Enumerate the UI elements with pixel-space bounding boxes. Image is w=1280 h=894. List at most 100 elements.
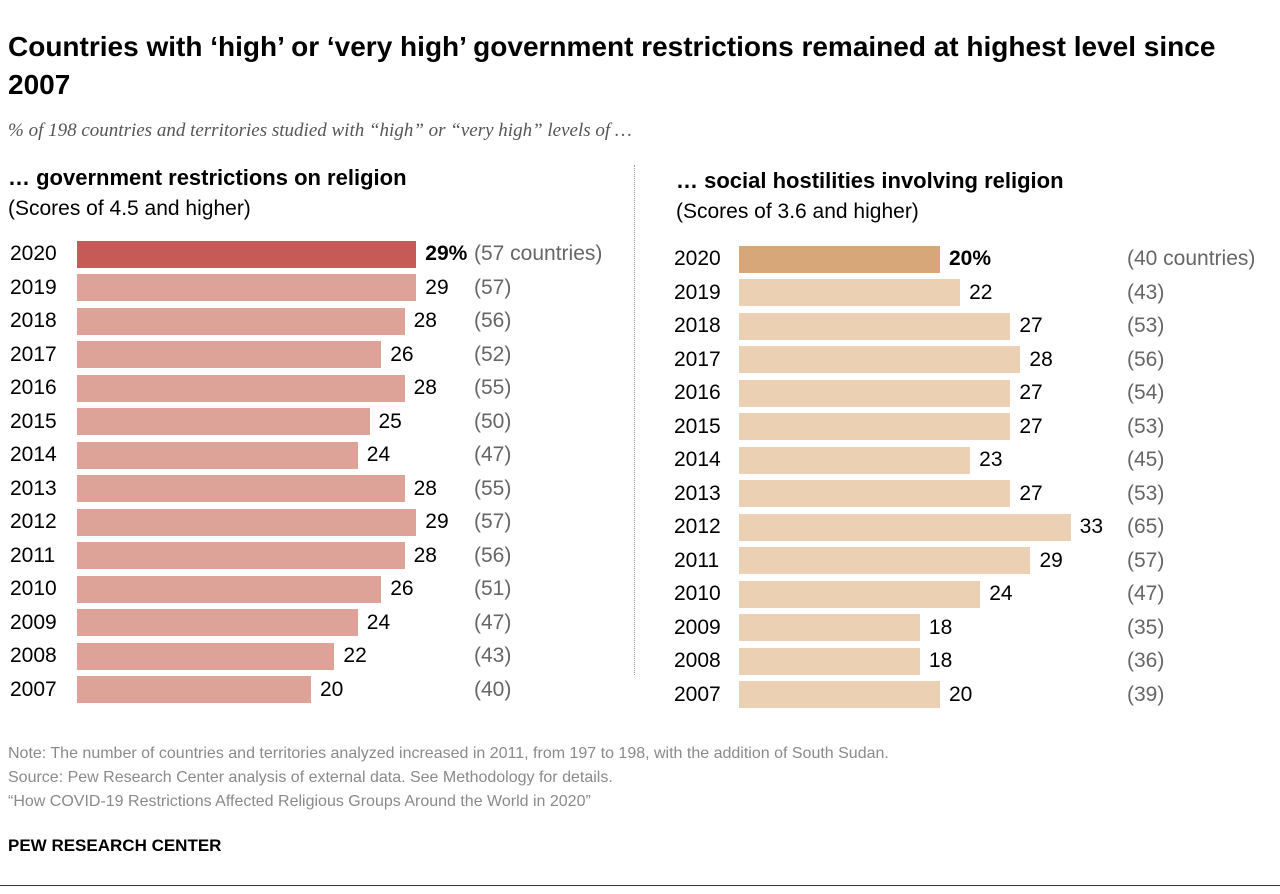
bar: [739, 279, 961, 306]
bar: [77, 642, 335, 670]
chart-subtitle: % of 198 countries and territories studi…: [8, 120, 632, 141]
value-label: 22: [969, 280, 993, 304]
country-count-label: (53): [1127, 481, 1165, 505]
country-count-label: (54): [1127, 381, 1165, 404]
value-label: 28: [413, 309, 437, 332]
year-label: 2016: [10, 376, 57, 399]
year-label: 2009: [674, 615, 721, 639]
country-count-label: (43): [474, 644, 512, 667]
country-count-label: (56): [1127, 347, 1165, 371]
value-label: 29: [1039, 548, 1063, 572]
panel-title-government: … government restrictions on religion: [8, 165, 407, 190]
country-count-label: (36): [1127, 649, 1165, 672]
value-label: 27: [1019, 481, 1043, 505]
bar: [77, 542, 405, 569]
value-label: 27: [1019, 381, 1043, 404]
country-count-label: (43): [1127, 280, 1165, 304]
bar: [739, 312, 1011, 340]
value-label: 27: [1019, 414, 1043, 438]
bar: [739, 681, 940, 708]
value-label: 27: [1019, 314, 1043, 337]
country-count-label: (56): [474, 543, 512, 567]
year-label: 2015: [10, 409, 57, 433]
country-count-label: (47): [474, 610, 512, 634]
bar: [739, 446, 971, 474]
year-label: 2016: [674, 381, 721, 404]
value-label: 26: [390, 342, 414, 366]
value-label: 29: [425, 510, 449, 533]
value-label: 25: [378, 409, 402, 433]
panel-title-social: … social hostilities involving religion: [676, 168, 1064, 193]
chart-title: Countries with ‘high’ or ‘very high’ gov…: [8, 31, 1216, 100]
value-label: 20%: [949, 247, 992, 270]
bar: [739, 413, 1011, 440]
bar: [77, 609, 358, 636]
bar: [77, 475, 405, 502]
country-count-label: (51): [474, 577, 512, 600]
bar: [77, 508, 417, 536]
value-label: 18: [928, 649, 953, 672]
value-label: 29%: [425, 242, 468, 265]
country-count-label: (47): [1127, 582, 1165, 605]
year-label: 2009: [10, 610, 57, 634]
value-label: 20: [320, 677, 344, 701]
year-label: 2018: [10, 309, 57, 332]
bar: [77, 575, 382, 603]
year-label: 2007: [674, 682, 721, 706]
country-count-label: (52): [474, 342, 512, 366]
value-label: 20: [949, 682, 973, 706]
year-label: 2020: [674, 247, 721, 270]
country-count-label: (55): [474, 476, 512, 500]
value-label: 23: [979, 448, 1003, 471]
country-count-label: (53): [1127, 314, 1165, 337]
year-label: 2018: [674, 314, 721, 337]
bar: [77, 307, 405, 335]
year-label: 2019: [674, 280, 721, 304]
bar: [77, 408, 370, 435]
value-label: 18: [928, 615, 953, 639]
country-count-label: (53): [1127, 414, 1165, 438]
year-label: 2014: [10, 443, 57, 466]
country-count-label: (57): [1127, 548, 1165, 572]
year-label: 2017: [10, 342, 57, 366]
report-title-text: “How COVID-19 Restrictions Affected Reli…: [8, 793, 591, 810]
value-label: 33: [1079, 515, 1103, 538]
country-count-label: (47): [474, 443, 512, 466]
value-label: 29: [425, 275, 449, 299]
year-label: 2013: [10, 476, 57, 500]
brand-logo-text: PEW RESEARCH CENTER: [8, 836, 222, 855]
country-count-label: (57 countries): [474, 242, 603, 265]
country-count-label: (56): [474, 309, 512, 332]
bottom-rule: [0, 885, 1280, 886]
bar: [739, 580, 981, 608]
bar: [77, 240, 417, 268]
year-label: 2011: [674, 548, 720, 572]
year-label: 2014: [674, 448, 721, 471]
year-label: 2019: [10, 275, 57, 299]
bar: [77, 441, 358, 469]
country-count-label: (57): [474, 275, 512, 299]
note-text: Note: The number of countries and territ…: [8, 745, 889, 762]
year-label: 2013: [674, 481, 721, 505]
year-label: 2011: [10, 543, 56, 567]
year-label: 2010: [674, 582, 721, 605]
value-label: 28: [413, 376, 437, 399]
value-label: 24: [989, 582, 1013, 605]
value-label: 24: [366, 443, 391, 466]
bar: [739, 647, 920, 675]
panel-subtitle-government: (Scores of 4.5 and higher): [8, 197, 251, 220]
value-label: 24: [366, 610, 391, 634]
bar: [739, 379, 1011, 407]
bar: [77, 341, 382, 368]
panel-divider: [634, 165, 635, 675]
year-label: 2008: [10, 644, 57, 667]
source-text: Source: Pew Research Center analysis of …: [8, 769, 613, 786]
value-label: 28: [1029, 347, 1053, 371]
bar: [739, 547, 1031, 574]
year-label: 2007: [10, 677, 57, 701]
bar: [739, 480, 1011, 507]
value-label: 28: [413, 476, 437, 500]
value-label: 28: [413, 543, 437, 567]
value-label: 26: [390, 577, 414, 600]
bar: [77, 274, 417, 301]
